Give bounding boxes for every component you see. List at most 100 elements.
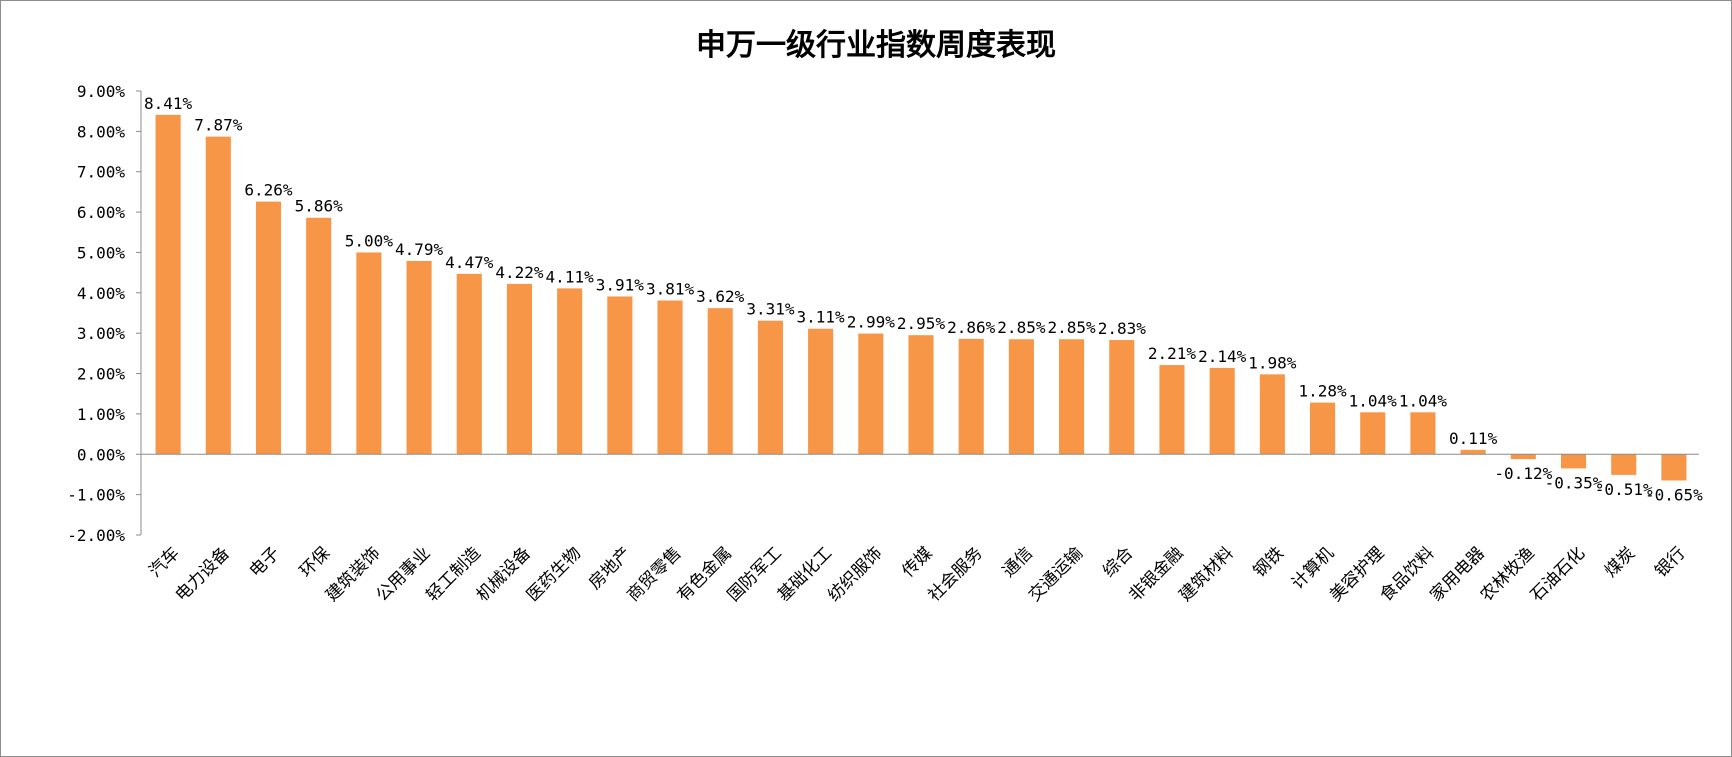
data-label: 6.26%: [244, 181, 293, 200]
category-label: 公用事业: [372, 543, 434, 605]
bar: [155, 114, 181, 455]
bar: [1059, 339, 1085, 455]
bar: [1159, 365, 1185, 455]
bar: [757, 320, 783, 455]
y-tick-label: 9.00%: [77, 82, 126, 101]
data-label: 4.79%: [395, 240, 444, 259]
bar: [1510, 454, 1536, 460]
bar: [1360, 412, 1386, 455]
category-label: 电子: [246, 543, 284, 581]
bar: [1259, 374, 1285, 455]
data-label: 1.28%: [1298, 382, 1347, 401]
data-label: 2.95%: [897, 314, 946, 333]
y-tick-label: 7.00%: [77, 163, 126, 182]
data-labels: 8.41%7.87% 6.26%5.86%5.00% 4.79%4.47%4.22%…: [144, 94, 1703, 505]
category-label: 交通运输: [1025, 543, 1087, 605]
chart-title: 申万一级行业指数周度表现: [696, 28, 1056, 63]
data-label: 7.87%: [194, 116, 243, 135]
data-label: 2.86%: [947, 318, 996, 337]
y-tick-label: 5.00%: [77, 243, 126, 262]
bar: [1661, 454, 1687, 481]
bar: [456, 273, 482, 455]
category-label: 非银金融: [1125, 543, 1187, 605]
data-label: 5.00%: [345, 231, 394, 250]
bar: [306, 217, 332, 455]
category-label: 基础化工: [774, 543, 836, 605]
data-label: 5.86%: [295, 197, 344, 216]
bar: [406, 260, 432, 455]
bar: [205, 136, 231, 455]
bars: [155, 114, 1687, 481]
category-label: 纺织服饰: [824, 543, 886, 605]
bar: [1460, 449, 1486, 455]
bar: [356, 252, 382, 455]
data-label: 8.41%: [144, 94, 193, 113]
bar: [1109, 340, 1135, 455]
data-label: 2.99%: [847, 313, 896, 332]
category-label: 建筑装饰: [322, 543, 384, 605]
bar: [557, 288, 583, 455]
category-label: 石油石化: [1527, 543, 1589, 605]
y-tick-label: 1.00%: [77, 405, 126, 424]
category-label: 国防军工: [724, 543, 786, 605]
bar: [858, 333, 884, 455]
data-label: 3.31%: [746, 300, 795, 319]
bar: [808, 328, 834, 455]
bar: [958, 338, 984, 455]
bar: [1410, 412, 1436, 455]
category-label: 轻工制造: [423, 543, 485, 605]
y-axis-ticks: 9.00% 8.00% 7.00% 6.00% 5.00% 4.00% 3.00% 2.00%…: [67, 82, 141, 545]
y-tick-label: 6.00%: [77, 203, 126, 222]
category-label: 银行: [1651, 543, 1689, 581]
data-label: 4.47%: [445, 253, 494, 272]
bar: [506, 283, 532, 455]
category-label: 商贸零售: [623, 543, 685, 605]
data-label: 4.22%: [495, 263, 544, 282]
data-label: 1.04%: [1399, 391, 1448, 410]
data-label: -0.51%: [1595, 480, 1653, 499]
bar: [1560, 454, 1587, 469]
data-label: 4.11%: [546, 267, 595, 286]
category-label: 美容护理: [1326, 543, 1388, 605]
category-label: 传媒: [898, 543, 936, 581]
data-label: -0.35%: [1545, 473, 1603, 492]
category-label: 农林牧渔: [1477, 543, 1539, 605]
y-tick-label: -2.00%: [67, 526, 125, 545]
bar: [1310, 402, 1336, 455]
bar: [908, 335, 934, 455]
category-label: 汽车: [145, 543, 183, 581]
category-label: 通信: [999, 543, 1037, 581]
category-label: 钢铁: [1250, 543, 1288, 581]
bar: [607, 296, 633, 455]
data-label: 3.11%: [797, 308, 846, 327]
category-label: 煤炭: [1601, 543, 1639, 581]
data-label: -0.65%: [1645, 486, 1703, 505]
category-label: 综合: [1099, 543, 1137, 581]
data-label: 2.85%: [1047, 318, 1096, 337]
category-label: 家用电器: [1426, 543, 1488, 605]
category-label: 医药生物: [523, 543, 585, 605]
data-label: 2.83%: [1098, 319, 1147, 338]
y-tick-label: 0.00%: [77, 445, 126, 464]
category-label: 机械设备: [473, 543, 535, 605]
category-label: 电力设备: [172, 543, 234, 605]
data-label: 3.62%: [696, 287, 745, 306]
category-label: 建筑材料: [1175, 543, 1237, 605]
data-label: 2.85%: [997, 318, 1046, 337]
bar: [255, 201, 282, 455]
bar: [1209, 367, 1235, 455]
category-label: 有色金属: [674, 543, 736, 605]
data-label: 3.81%: [646, 279, 695, 298]
bar: [657, 300, 683, 455]
y-tick-label: 8.00%: [77, 122, 126, 141]
data-label: -0.12%: [1494, 464, 1552, 483]
bar: [1008, 339, 1034, 455]
y-tick-label: 3.00%: [77, 324, 126, 343]
data-label: 3.91%: [596, 275, 645, 294]
data-label: 0.11%: [1449, 429, 1498, 448]
data-label: 2.21%: [1148, 344, 1197, 363]
category-label: 社会服务: [925, 543, 987, 605]
category-label: 环保: [296, 543, 334, 581]
